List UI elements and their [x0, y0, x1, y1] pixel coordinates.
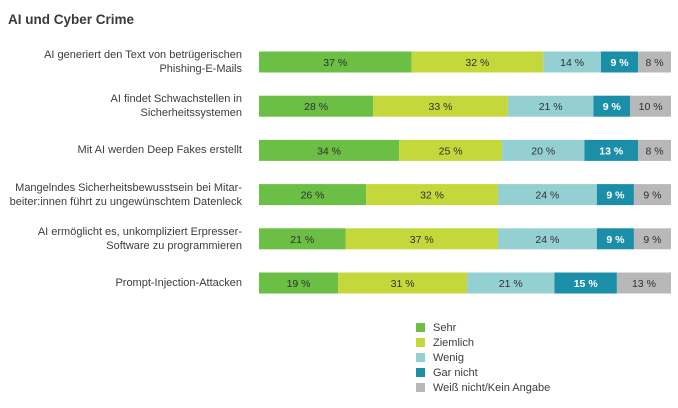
data-label: 37 % [323, 57, 347, 69]
bar-segment [584, 139, 639, 161]
category-label: Mit AI werden Deep Fakes erstellt [0, 143, 242, 157]
data-label: 9 % [606, 190, 625, 202]
bar-segment [366, 184, 498, 206]
category-label-line: Sicherheitssystemen [140, 107, 243, 120]
data-label: 13 % [599, 145, 624, 157]
bar-segment [633, 228, 671, 250]
legend-swatch [416, 368, 425, 377]
bar-segment [638, 139, 671, 161]
category-label-line: Mit AI werden Deep Fakes erstellt [77, 144, 242, 157]
bar-segment [259, 272, 339, 294]
bar-segment [630, 95, 671, 117]
data-label: 8 % [645, 57, 663, 69]
bar-segment [596, 184, 634, 206]
legend: Sehr Ziemlich Wenig Gar nicht Weiß nicht/Kei… [416, 320, 550, 395]
bar-segment [373, 95, 508, 117]
bar-segment [259, 228, 346, 250]
category-label-line: AI generiert den Text von betrügerischen [44, 49, 242, 61]
data-label: 9 % [610, 57, 629, 69]
chart-title: AI und Cyber Crime [8, 12, 135, 27]
legend-label: Weiß nicht/Kein Angabe [433, 381, 551, 394]
data-label: 13 % [632, 278, 656, 290]
legend-swatch [416, 383, 425, 392]
data-label: 21 % [539, 101, 563, 113]
legend-item: Weiß nicht/Kein Angabe [416, 380, 550, 395]
data-label: 24 % [535, 190, 559, 202]
legend-swatch [416, 353, 425, 362]
data-label: 9 % [603, 101, 622, 113]
bar-segment [616, 272, 671, 294]
bar-segment [497, 228, 597, 250]
category-label: AI generiert den Text von betrügerischen… [0, 48, 242, 76]
bar-segment [502, 139, 585, 161]
category-label-line: AI findet Schwachstellen in [110, 93, 242, 106]
data-label: 37 % [410, 234, 434, 246]
bar-segment [259, 139, 400, 161]
legend-item: Gar nicht [416, 365, 550, 380]
data-label: 32 % [465, 57, 489, 69]
legend-item: Wenig [416, 350, 550, 365]
bar-segment [259, 51, 412, 73]
bar-segment [600, 51, 639, 73]
data-label: 8 % [645, 145, 663, 157]
data-label: 14 % [560, 57, 584, 69]
category-label-line: beiter:innen führt zu ungewünschtem Date… [9, 195, 242, 208]
bar-segment [259, 95, 374, 117]
data-label: 21 % [290, 234, 314, 246]
data-label: 25 % [439, 145, 463, 157]
legend-swatch [416, 323, 425, 332]
category-label-line: AI ermöglicht es, unkompliziert Erpresse… [37, 225, 242, 238]
category-label-line: Phishing-E-Mails [159, 63, 242, 75]
category-label: Mangelndes Sicherheitsbewusstsein bei Mi… [0, 181, 242, 209]
category-label-line: Prompt-Injection-Attacken [115, 277, 242, 289]
category-label-line: Mangelndes Sicherheitsbewusstsein bei Mi… [15, 181, 242, 194]
legend-item: Sehr [416, 320, 550, 335]
data-label: 24 % [535, 234, 559, 246]
bar-segment [399, 139, 503, 161]
legend-item: Ziemlich [416, 335, 550, 350]
data-label: 20 % [531, 145, 555, 157]
category-label: AI findet Schwachstellen in Sicherheitssy… [0, 92, 242, 120]
bar-segment [338, 272, 468, 294]
bar-segment [345, 228, 498, 250]
bar-segment [554, 272, 617, 294]
bar-segment [596, 228, 634, 250]
data-label: 21 % [499, 278, 523, 290]
data-label: 28 % [304, 101, 328, 113]
bar-segment [633, 184, 671, 206]
bar-segment [507, 95, 594, 117]
legend-swatch [416, 338, 425, 347]
category-label: AI ermöglicht es, unkompliziert Erpresse… [0, 225, 242, 253]
data-label: 34 % [317, 145, 341, 157]
data-label: 15 % [574, 278, 599, 290]
data-label: 9 % [643, 234, 661, 246]
bar-segment [497, 184, 597, 206]
data-label: 19 % [287, 278, 311, 290]
data-label: 32 % [420, 190, 444, 202]
data-label: 33 % [429, 101, 453, 113]
data-label: 10 % [639, 101, 663, 113]
category-label: Prompt-Injection-Attacken [0, 276, 242, 290]
bar-segment [259, 184, 367, 206]
data-label: 9 % [643, 190, 661, 202]
bar-segment [411, 51, 544, 73]
data-label: 9 % [606, 234, 625, 246]
data-label: 26 % [301, 190, 325, 202]
legend-label: Ziemlich [433, 336, 474, 349]
data-label: 31 % [391, 278, 415, 290]
bar-segment [467, 272, 555, 294]
legend-label: Sehr [433, 321, 457, 334]
category-label-line: Software zu programmieren [106, 239, 242, 252]
bar-segment [593, 95, 631, 117]
bar-segment [638, 51, 671, 73]
legend-label: Gar nicht [433, 366, 478, 379]
bar-segment [543, 51, 601, 73]
legend-label: Wenig [433, 351, 464, 364]
